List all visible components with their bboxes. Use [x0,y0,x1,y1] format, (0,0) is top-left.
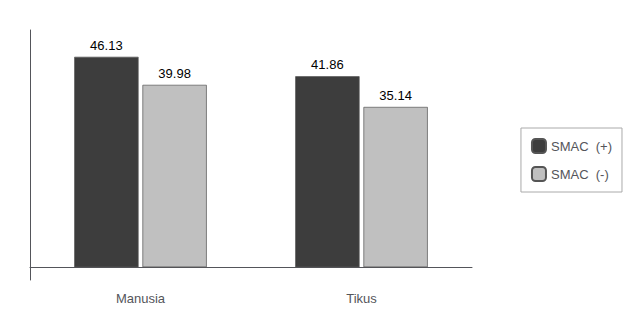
svg-text:SMAC (+): SMAC (+) [551,139,612,154]
svg-text:Manusia: Manusia [116,291,166,306]
svg-text:39.98: 39.98 [158,66,191,81]
svg-text:41.86: 41.86 [311,57,344,72]
svg-text:46.13: 46.13 [90,38,123,53]
svg-text:35.14: 35.14 [379,88,412,103]
svg-text:Tikus: Tikus [346,291,377,306]
svg-text:SMAC (-): SMAC (-) [551,167,609,182]
